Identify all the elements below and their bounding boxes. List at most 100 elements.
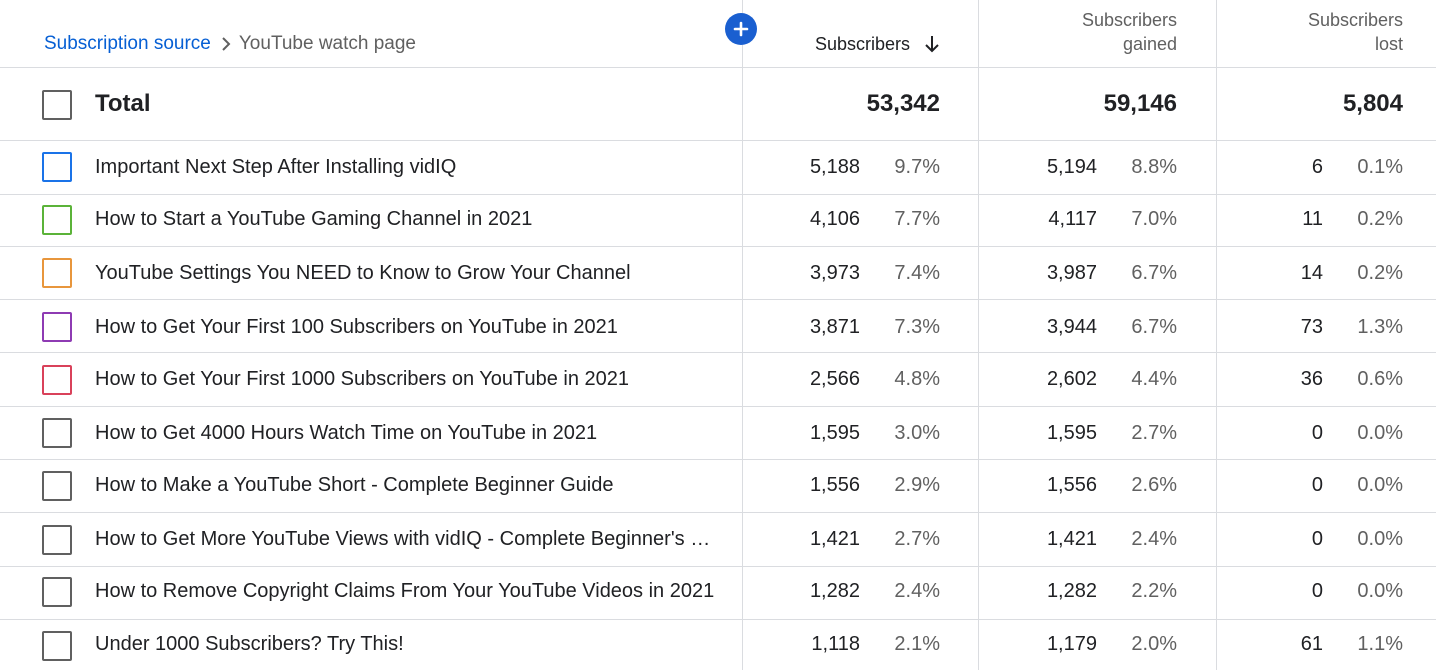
gained-value: 1,556: [1046, 474, 1097, 496]
row-checkbox[interactable]: [42, 418, 72, 448]
gained-percent: 7.0%: [1131, 208, 1177, 230]
video-title[interactable]: How to Make a YouTube Short - Complete B…: [95, 474, 614, 496]
lost-percent: 0.2%: [1357, 262, 1403, 284]
subscribers-value: 3,871: [809, 316, 860, 338]
subscribers-value: 1,556: [809, 474, 860, 496]
lost-value: 11: [1302, 208, 1323, 230]
lost-percent: 0.0%: [1357, 528, 1403, 550]
column-header-gained-line1: Subscribers: [1081, 10, 1177, 30]
subscribers-percent: 2.7%: [894, 528, 940, 550]
column-header-subscribers-gained[interactable]: Subscribers gained: [980, 8, 1177, 56]
subscribers-value: 3,973: [809, 262, 860, 284]
video-title[interactable]: Under 1000 Subscribers? Try This!: [95, 633, 404, 655]
gained-value: 4,117: [1048, 208, 1097, 230]
gained-percent: 8.8%: [1131, 156, 1177, 178]
column-header-lost-line2: lost: [1374, 34, 1403, 54]
lost-percent: 1.3%: [1357, 316, 1403, 338]
subscribers-percent: 2.1%: [894, 633, 940, 655]
video-title[interactable]: How to Start a YouTube Gaming Channel in…: [95, 208, 533, 230]
row-checkbox[interactable]: [42, 525, 72, 555]
subscribers-percent: 2.9%: [894, 474, 940, 496]
total-label: Total: [95, 90, 151, 117]
subscribers-value: 4,106: [809, 208, 860, 230]
gained-value: 1,595: [1046, 422, 1097, 444]
lost-value: 6: [1311, 156, 1323, 178]
gained-value: 2,602: [1046, 368, 1097, 390]
sort-arrow-down-icon: [925, 36, 939, 53]
total-checkbox[interactable]: [42, 90, 72, 120]
lost-percent: 0.0%: [1357, 422, 1403, 444]
gained-percent: 2.7%: [1131, 422, 1177, 444]
gained-percent: 6.7%: [1131, 316, 1177, 338]
lost-value: 0: [1311, 422, 1323, 444]
subscribers-value: 1,282: [809, 580, 860, 602]
lost-percent: 0.6%: [1357, 368, 1403, 390]
subscribers-value: 5,188: [809, 156, 860, 178]
breadcrumb: Subscription source YouTube watch page: [44, 32, 416, 56]
gained-percent: 2.2%: [1131, 580, 1177, 602]
column-header-subscribers-lost[interactable]: Subscribers lost: [1218, 8, 1403, 56]
column-header-gained-line2: gained: [1122, 34, 1177, 54]
row-checkbox[interactable]: [42, 577, 72, 607]
subscribers-percent: 4.8%: [894, 368, 940, 390]
row-checkbox[interactable]: [42, 152, 72, 182]
subscribers-percent: 2.4%: [894, 580, 940, 602]
subscribers-percent: 7.4%: [894, 262, 940, 284]
add-metric-button[interactable]: [725, 13, 757, 45]
lost-percent: 0.0%: [1357, 474, 1403, 496]
subscribers-percent: 7.7%: [894, 208, 940, 230]
row-checkbox[interactable]: [42, 205, 72, 235]
chevron-right-icon: [221, 36, 231, 52]
row-checkbox[interactable]: [42, 258, 72, 288]
subscribers-percent: 9.7%: [894, 156, 940, 178]
subscribers-value: 1,118: [811, 633, 860, 655]
lost-value: 0: [1311, 580, 1323, 602]
gained-percent: 4.4%: [1131, 368, 1177, 390]
column-header-lost-line1: Subscribers: [1307, 10, 1403, 30]
video-title[interactable]: How to Remove Copyright Claims From Your…: [95, 580, 715, 602]
lost-percent: 0.0%: [1357, 580, 1403, 602]
video-title[interactable]: How to Get Your First 1000 Subscribers o…: [95, 368, 630, 390]
total-row: Total 53,342 59,146 5,804: [0, 68, 1436, 140]
lost-percent: 0.1%: [1357, 156, 1403, 178]
video-title[interactable]: YouTube Settings You NEED to Know to Gro…: [95, 262, 631, 284]
subscribers-value: 1,421: [809, 528, 860, 550]
gained-value: 3,987: [1046, 262, 1097, 284]
breadcrumb-subscription-source-link[interactable]: Subscription source: [44, 33, 211, 54]
subscribers-percent: 7.3%: [894, 316, 940, 338]
column-header-subscribers-label: Subscribers: [814, 34, 910, 54]
subscribers-value: 1,595: [809, 422, 860, 444]
lost-value: 14: [1300, 262, 1323, 284]
gained-value: 3,944: [1046, 316, 1097, 338]
lost-value: 73: [1300, 316, 1323, 338]
gained-percent: 6.7%: [1131, 262, 1177, 284]
lost-value: 61: [1300, 633, 1323, 655]
total-subscribers-gained: 59,146: [1103, 90, 1177, 117]
gained-value: 1,282: [1046, 580, 1097, 602]
plus-icon: [733, 21, 749, 37]
gained-percent: 2.0%: [1131, 633, 1177, 655]
gained-value: 5,194: [1046, 156, 1097, 178]
row-checkbox[interactable]: [42, 631, 72, 661]
row-checkbox[interactable]: [42, 312, 72, 342]
lost-value: 0: [1311, 474, 1323, 496]
gained-value: 1,179: [1046, 633, 1097, 655]
video-title[interactable]: How to Get More YouTube Views with vidIQ…: [95, 528, 723, 550]
lost-value: 36: [1300, 368, 1323, 390]
subscribers-percent: 3.0%: [894, 422, 940, 444]
total-subscribers-lost: 5,804: [1342, 90, 1403, 117]
gained-percent: 2.4%: [1131, 528, 1177, 550]
lost-percent: 0.2%: [1357, 208, 1403, 230]
lost-value: 0: [1311, 528, 1323, 550]
total-subscribers: 53,342: [866, 90, 940, 117]
gained-value: 1,421: [1046, 528, 1097, 550]
gained-percent: 2.6%: [1131, 474, 1177, 496]
video-title[interactable]: How to Get 4000 Hours Watch Time on YouT…: [95, 422, 598, 444]
column-header-subscribers[interactable]: Subscribers: [744, 32, 940, 56]
row-checkbox[interactable]: [42, 365, 72, 395]
video-title[interactable]: How to Get Your First 100 Subscribers on…: [95, 316, 618, 338]
subscribers-value: 2,566: [809, 368, 860, 390]
row-checkbox[interactable]: [42, 471, 72, 501]
video-title[interactable]: Important Next Step After Installing vid…: [95, 156, 457, 178]
lost-percent: 1.1%: [1357, 633, 1403, 655]
